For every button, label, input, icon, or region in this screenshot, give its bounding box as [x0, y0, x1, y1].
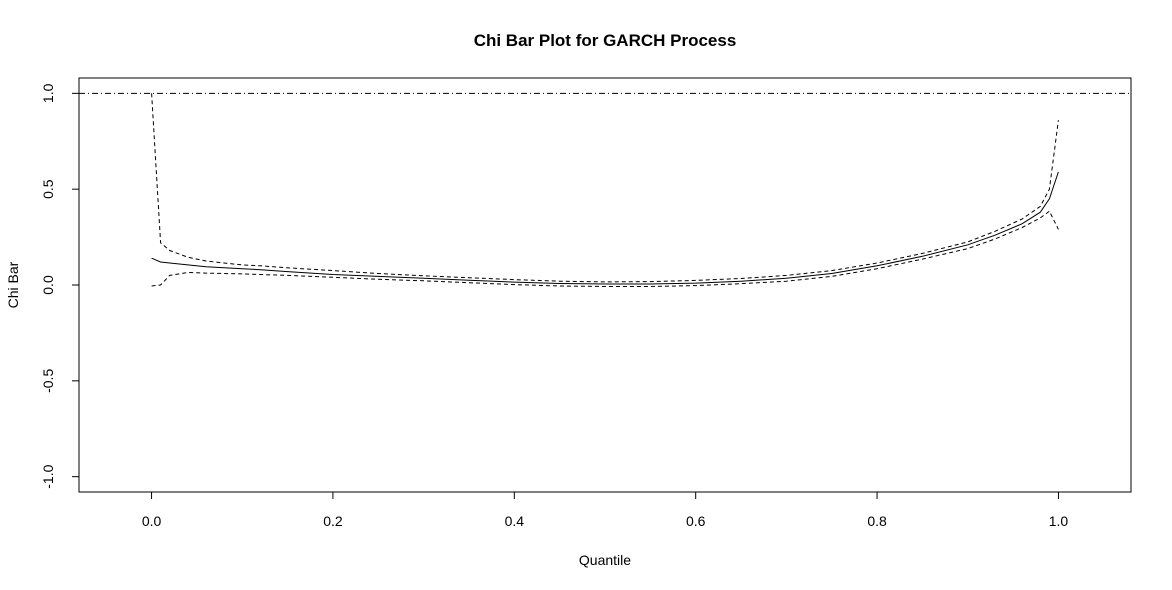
x-axis: 0.0 0.2 0.4 0.6 0.8 1.0	[142, 491, 1069, 529]
y-tick-label: 1.0	[40, 83, 56, 103]
x-tick-label: 0.8	[867, 513, 887, 529]
series-group	[151, 93, 1059, 287]
chart-title: Chi Bar Plot for GARCH Process	[474, 31, 737, 50]
x-axis-label: Quantile	[579, 552, 631, 568]
y-tick-label: -1.0	[40, 464, 56, 488]
x-tick-label: 0.6	[686, 513, 706, 529]
y-axis: -1.0 -0.5 0.0 0.5 1.0	[40, 83, 80, 489]
y-tick-label: 0.5	[40, 179, 56, 199]
x-tick-label: 1.0	[1049, 513, 1069, 529]
y-tick-label: -0.5	[40, 369, 56, 393]
x-tick-label: 0.2	[323, 513, 343, 529]
x-tick-label: 0.0	[142, 513, 162, 529]
plot-frame	[78, 77, 1132, 493]
series-line-bound	[151, 93, 1059, 283]
y-tick-label: 0.0	[40, 275, 56, 295]
y-axis-label: Chi Bar	[5, 261, 21, 308]
series-line-bound	[151, 210, 1059, 287]
series-line-estimate	[151, 171, 1059, 285]
x-tick-label: 0.4	[505, 513, 525, 529]
